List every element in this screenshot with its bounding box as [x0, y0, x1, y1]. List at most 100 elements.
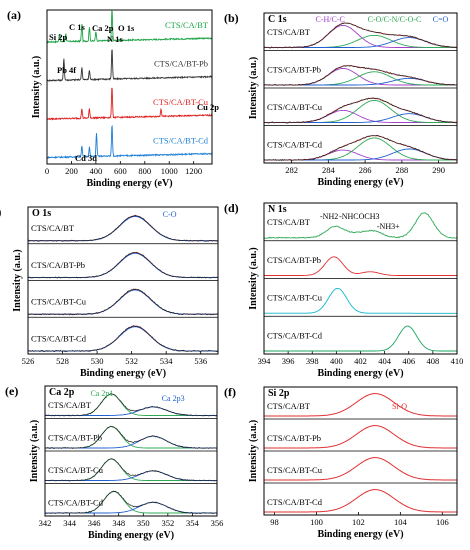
sample-label: CTS/CA/BT-Cd [48, 498, 104, 508]
measured-spectrum [263, 22, 458, 49]
sample-label: CTS/CA/BT-Cu [267, 102, 323, 112]
measured-spectrum [44, 490, 218, 514]
x-tick-label: 400 [90, 166, 103, 176]
panel-d: (d) 394 396 398 400 402 404 406 408 410 Binding en… [224, 201, 463, 379]
component-label: -NH3+ [377, 222, 400, 231]
panel-b: (b) 282 284 286 288 290 Binding energy (eV) Int… [224, 11, 458, 188]
sample-label: CTS/CA/BT-Cu [267, 293, 323, 303]
y-axis-label: Intensity (a.u.) [248, 420, 259, 483]
x-tick-label: 526 [22, 356, 35, 366]
panel-title: Si 2p [268, 388, 290, 399]
y-axis-label: Intensity (a.u.) [12, 249, 23, 312]
x-tick-label: 396 [282, 356, 295, 366]
x-tick-label: 406 [402, 356, 415, 366]
panel-f: (f) 98 100 102 104 106 Binding energy (eV) Inte… [224, 385, 458, 540]
peak-annotation: C 1s [69, 22, 86, 32]
x-tick-label: 356 [211, 518, 224, 528]
series-label: CTS/CA/BT [165, 20, 209, 30]
measured-spectrum [263, 64, 458, 86]
x-tick-label: 286 [359, 165, 372, 175]
panel-title: Ca 2p [49, 387, 75, 398]
panel-c: (c) 526 528 530 532 534 536 Binding energy (eV)… [0, 205, 219, 379]
peak-annotation: Si 2p [49, 32, 67, 42]
x-tick-label: 106 [436, 517, 449, 527]
sample-label: CTS/CA/BT-Cu [31, 297, 87, 307]
x-tick-label: 410 [451, 356, 464, 366]
measured-spectrum [44, 426, 218, 449]
panel-title: N 1s [268, 204, 287, 215]
series-label: CTS/CA/BT-Cd [153, 136, 209, 146]
panel-a: (a) 0 200 400 600 800 1000 1200 Binding energy (… [7, 8, 219, 189]
x-tick-label: 346 [88, 518, 101, 528]
sample-label: CTS/CA/BT-Pb [48, 433, 102, 443]
plot-frame [27, 206, 219, 355]
sample-label: CTS/CA/BT-Pb [267, 65, 321, 75]
sample-label: CTS/CA/BT-Pb [267, 255, 321, 265]
x-tick-label: 284 [322, 165, 336, 175]
panel-title: C 1s [268, 14, 287, 25]
x-tick-label: 288 [395, 165, 408, 175]
peak-annotation: Pb 4f [57, 65, 76, 75]
survey-spectrum [46, 10, 213, 44]
y-axis-label: Intensity (a.u.) [31, 56, 42, 119]
x-tick-label: 354 [186, 518, 200, 528]
x-axis-label: Binding energy (eV) [86, 178, 172, 189]
component-label: C-O/C-N/C-O-C [368, 15, 422, 24]
x-tick-label: 528 [56, 356, 69, 366]
sample-label: CTS/CA/BT [48, 400, 92, 410]
series-label: CTS/CA/BT-Pb [154, 59, 208, 69]
x-tick-label: 400 [330, 356, 343, 366]
sample-label: CTS/CA/BT-Cu [267, 465, 323, 475]
x-axis-label: Binding energy (eV) [80, 368, 166, 379]
panel-label: (b) [224, 11, 239, 25]
x-tick-label: 1000 [161, 166, 178, 176]
sample-label: CTS/CA/BT [31, 223, 75, 233]
plot-frame [263, 202, 458, 355]
x-tick-label: 104 [394, 517, 408, 527]
sample-label: CTS/CA/BT-Cd [267, 330, 323, 340]
spectrum [264, 287, 457, 314]
sample-label: CTS/CA/BT [267, 401, 311, 411]
plot-frame [263, 386, 458, 516]
survey-spectrum [46, 49, 213, 82]
spectrum [264, 212, 458, 239]
y-axis-label: Intensity (a.u.) [29, 420, 40, 483]
component-label: -NHCOCH3 [339, 212, 379, 221]
x-tick-label: 398 [306, 356, 319, 366]
peak-annotation: Ca 2p [92, 23, 114, 33]
fit-component [264, 425, 457, 449]
sample-label: CTS/CA/BT-Cd [267, 140, 323, 150]
panel-label: (f) [224, 385, 236, 399]
x-tick-label: 350 [137, 518, 150, 528]
x-axis-label: Binding energy (eV) [317, 177, 403, 188]
peak-annotation: O 1s [118, 23, 135, 33]
spectrum [264, 256, 457, 276]
measured-spectrum [263, 97, 458, 124]
component-label: Si-O [392, 402, 407, 411]
fit-component [264, 393, 457, 417]
x-tick-label: 394 [258, 356, 272, 366]
fit-component [264, 489, 457, 513]
x-tick-label: 290 [432, 165, 445, 175]
survey-spectrum [46, 87, 213, 121]
sample-label: CTS/CA/BT-Cd [31, 333, 87, 343]
panel-label: (e) [5, 384, 18, 398]
y-axis-label: Intensity (a.u.) [248, 57, 259, 120]
panel-title: O 1s [32, 208, 51, 219]
x-tick-label: 100 [310, 517, 323, 527]
survey-spectrum [46, 125, 213, 160]
x-axis-label: Binding energy (eV) [317, 529, 403, 540]
sample-label: CTS/CA/BT-Cd [267, 497, 323, 507]
fit-component [264, 149, 457, 161]
x-tick-label: 352 [161, 518, 174, 528]
fit-component [264, 457, 457, 481]
x-tick-label: 348 [112, 518, 125, 528]
peak-annotation: Cu 2p [197, 102, 219, 112]
x-axis-label: Binding energy (eV) [88, 530, 174, 541]
plot-frame [46, 9, 213, 165]
plot-frame [263, 12, 458, 164]
x-tick-label: 282 [285, 165, 298, 175]
peak-annotation: Cd 3d [75, 153, 97, 163]
x-tick-label: 530 [91, 356, 104, 366]
x-tick-label: 1200 [185, 166, 202, 176]
